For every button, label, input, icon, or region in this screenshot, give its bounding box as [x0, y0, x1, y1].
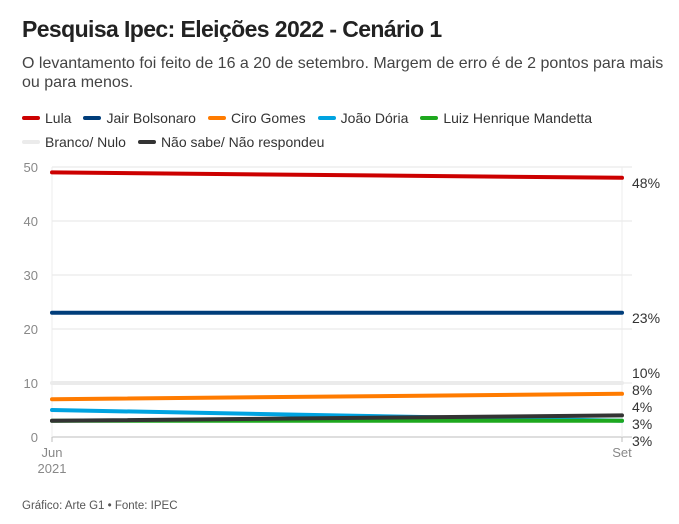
legend-label-jair-bolsonaro: Jair Bolsonaro	[106, 110, 196, 126]
x-tick-label-0-1: 2021	[38, 461, 67, 476]
y-tick-label-40: 40	[24, 214, 38, 229]
end-label-branco-nulo: 10%	[632, 365, 660, 381]
x-tick-label-1-0: Set	[612, 445, 632, 460]
legend-item-joao-doria[interactable]: João Dória	[317, 110, 409, 126]
legend-label-ciro-gomes: Ciro Gomes	[230, 110, 306, 126]
legend: Lula Jair Bolsonaro Ciro Gomes João Dóri…	[22, 106, 672, 154]
series-line-nao-sabe-nao-respondeu	[50, 413, 624, 423]
legend-swatch-jair-bolsonaro	[83, 116, 102, 120]
legend-row-2: Branco/ Nulo Não sabe/ Não respondeu	[22, 130, 672, 154]
y-tick-label-0: 0	[31, 430, 38, 445]
y-tick-label-10: 10	[24, 376, 38, 391]
chart-source: Gráfico: Arte G1 • Fonte: IPEC	[22, 500, 178, 512]
series-line-ciro-gomes	[50, 391, 624, 402]
legend-item-ciro-gomes[interactable]: Ciro Gomes	[207, 110, 306, 126]
end-label-nao-sabe-nao-respondeu: 4%	[632, 399, 652, 415]
legend-label-nao-sabe: Não sabe/ Não respondeu	[160, 134, 325, 150]
y-tick-label-30: 30	[24, 268, 38, 283]
legend-swatch-nao-sabe	[137, 140, 156, 144]
legend-item-jair-bolsonaro[interactable]: Jair Bolsonaro	[83, 110, 196, 126]
legend-swatch-lula	[22, 116, 40, 120]
legend-item-mandetta[interactable]: Luiz Henrique Mandetta	[420, 110, 592, 126]
legend-label-lula: Lula	[45, 110, 72, 126]
legend-label-branco-nulo: Branco/ Nulo	[45, 134, 126, 150]
legend-item-branco-nulo[interactable]: Branco/ Nulo	[22, 134, 126, 150]
end-label-jair-bolsonaro: 23%	[632, 310, 660, 326]
end-label-ciro-gomes: 8%	[632, 382, 652, 398]
chart-subtitle: O levantamento foi feito de 16 a 20 de s…	[22, 55, 664, 91]
legend-row-1: Lula Jair Bolsonaro Ciro Gomes João Dóri…	[22, 106, 672, 130]
legend-item-lula[interactable]: Lula	[22, 110, 71, 126]
legend-swatch-joao-doria	[317, 116, 336, 120]
x-tick-label-0-0: Jun	[42, 445, 63, 460]
y-tick-label-50: 50	[24, 160, 38, 175]
chart-title: Pesquisa Ipec: Eleições 2022 - Cenário 1	[22, 16, 442, 42]
legend-label-mandetta: Luiz Henrique Mandetta	[443, 110, 593, 126]
legend-swatch-branco-nulo	[22, 140, 40, 144]
legend-swatch-mandetta	[420, 116, 439, 120]
legend-label-joao-doria: João Dória	[340, 110, 409, 126]
end-label-lula: 48%	[632, 175, 660, 191]
end-label-luiz-henrique-mandetta: 3%	[632, 433, 652, 449]
series-line-lula	[50, 170, 624, 180]
y-tick-label-20: 20	[24, 322, 38, 337]
end-label-joao-doria: 3%	[632, 416, 652, 432]
legend-swatch-ciro-gomes	[207, 116, 226, 120]
legend-item-nao-sabe[interactable]: Não sabe/ Não respondeu	[137, 134, 325, 150]
